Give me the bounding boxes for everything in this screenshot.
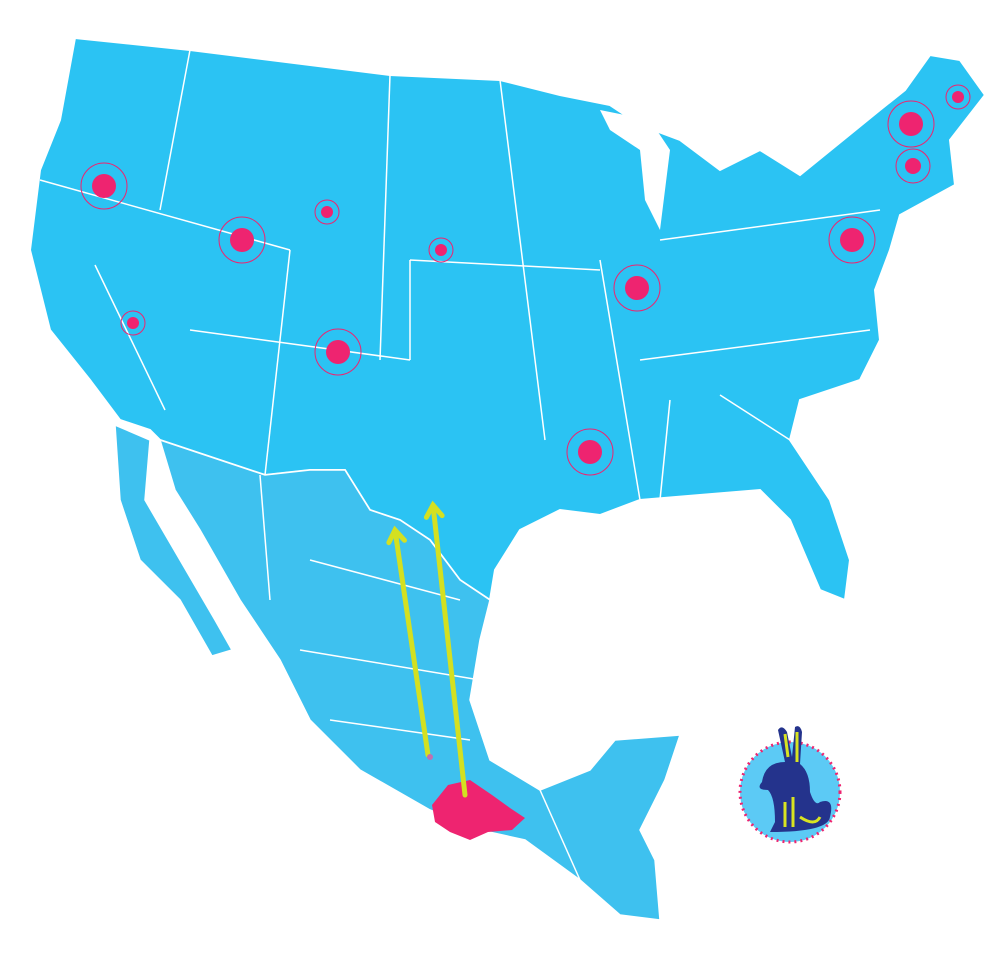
state-border xyxy=(659,209,881,241)
state-border xyxy=(259,474,271,601)
city-marker xyxy=(905,158,921,174)
city-marker xyxy=(840,228,864,252)
state-border xyxy=(539,789,581,881)
city-marker xyxy=(625,276,649,300)
marker-ring xyxy=(120,310,146,336)
city-marker xyxy=(127,317,139,329)
rabbit-logo xyxy=(738,726,842,844)
rabbit-icon xyxy=(759,726,832,832)
state-border xyxy=(639,329,871,361)
city-marker xyxy=(321,206,333,218)
state-border xyxy=(499,79,546,441)
highlighted-region-oaxaca xyxy=(432,780,525,840)
great-lakes xyxy=(600,110,670,230)
city-marker xyxy=(435,244,447,256)
city-marker xyxy=(92,174,116,198)
state-border xyxy=(329,719,471,741)
marker-ring xyxy=(613,264,661,312)
mexico-landmass xyxy=(158,438,682,921)
city-markers xyxy=(80,84,971,476)
arrow-head xyxy=(386,525,407,546)
baja-california xyxy=(114,423,234,657)
state-border xyxy=(659,399,671,501)
state-border xyxy=(309,559,461,601)
usa-landmass xyxy=(28,36,987,602)
marker-ring xyxy=(428,237,454,263)
state-border xyxy=(159,49,191,211)
marker-ring xyxy=(566,428,614,476)
marker-ring xyxy=(828,216,876,264)
marker-ring xyxy=(945,84,971,110)
state-border xyxy=(94,264,166,411)
city-marker xyxy=(230,228,254,252)
marker-ring xyxy=(314,199,340,225)
marker-ring xyxy=(218,216,266,264)
state-border xyxy=(264,249,291,476)
city-marker xyxy=(326,340,350,364)
arrow-shaft xyxy=(430,502,468,798)
marker-ring xyxy=(895,148,931,184)
state-border xyxy=(189,329,411,361)
arrow-shaft xyxy=(392,527,431,758)
marker-ring xyxy=(80,162,128,210)
state-border xyxy=(599,259,641,501)
city-marker xyxy=(578,440,602,464)
migration-arrows xyxy=(386,500,468,798)
arrow-head xyxy=(423,500,445,520)
city-marker xyxy=(899,112,923,136)
origin-point xyxy=(427,754,433,760)
city-marker xyxy=(952,91,964,103)
marker-ring xyxy=(314,328,362,376)
marker-ring xyxy=(887,100,935,148)
state-border xyxy=(719,394,791,441)
state-border xyxy=(379,74,391,361)
